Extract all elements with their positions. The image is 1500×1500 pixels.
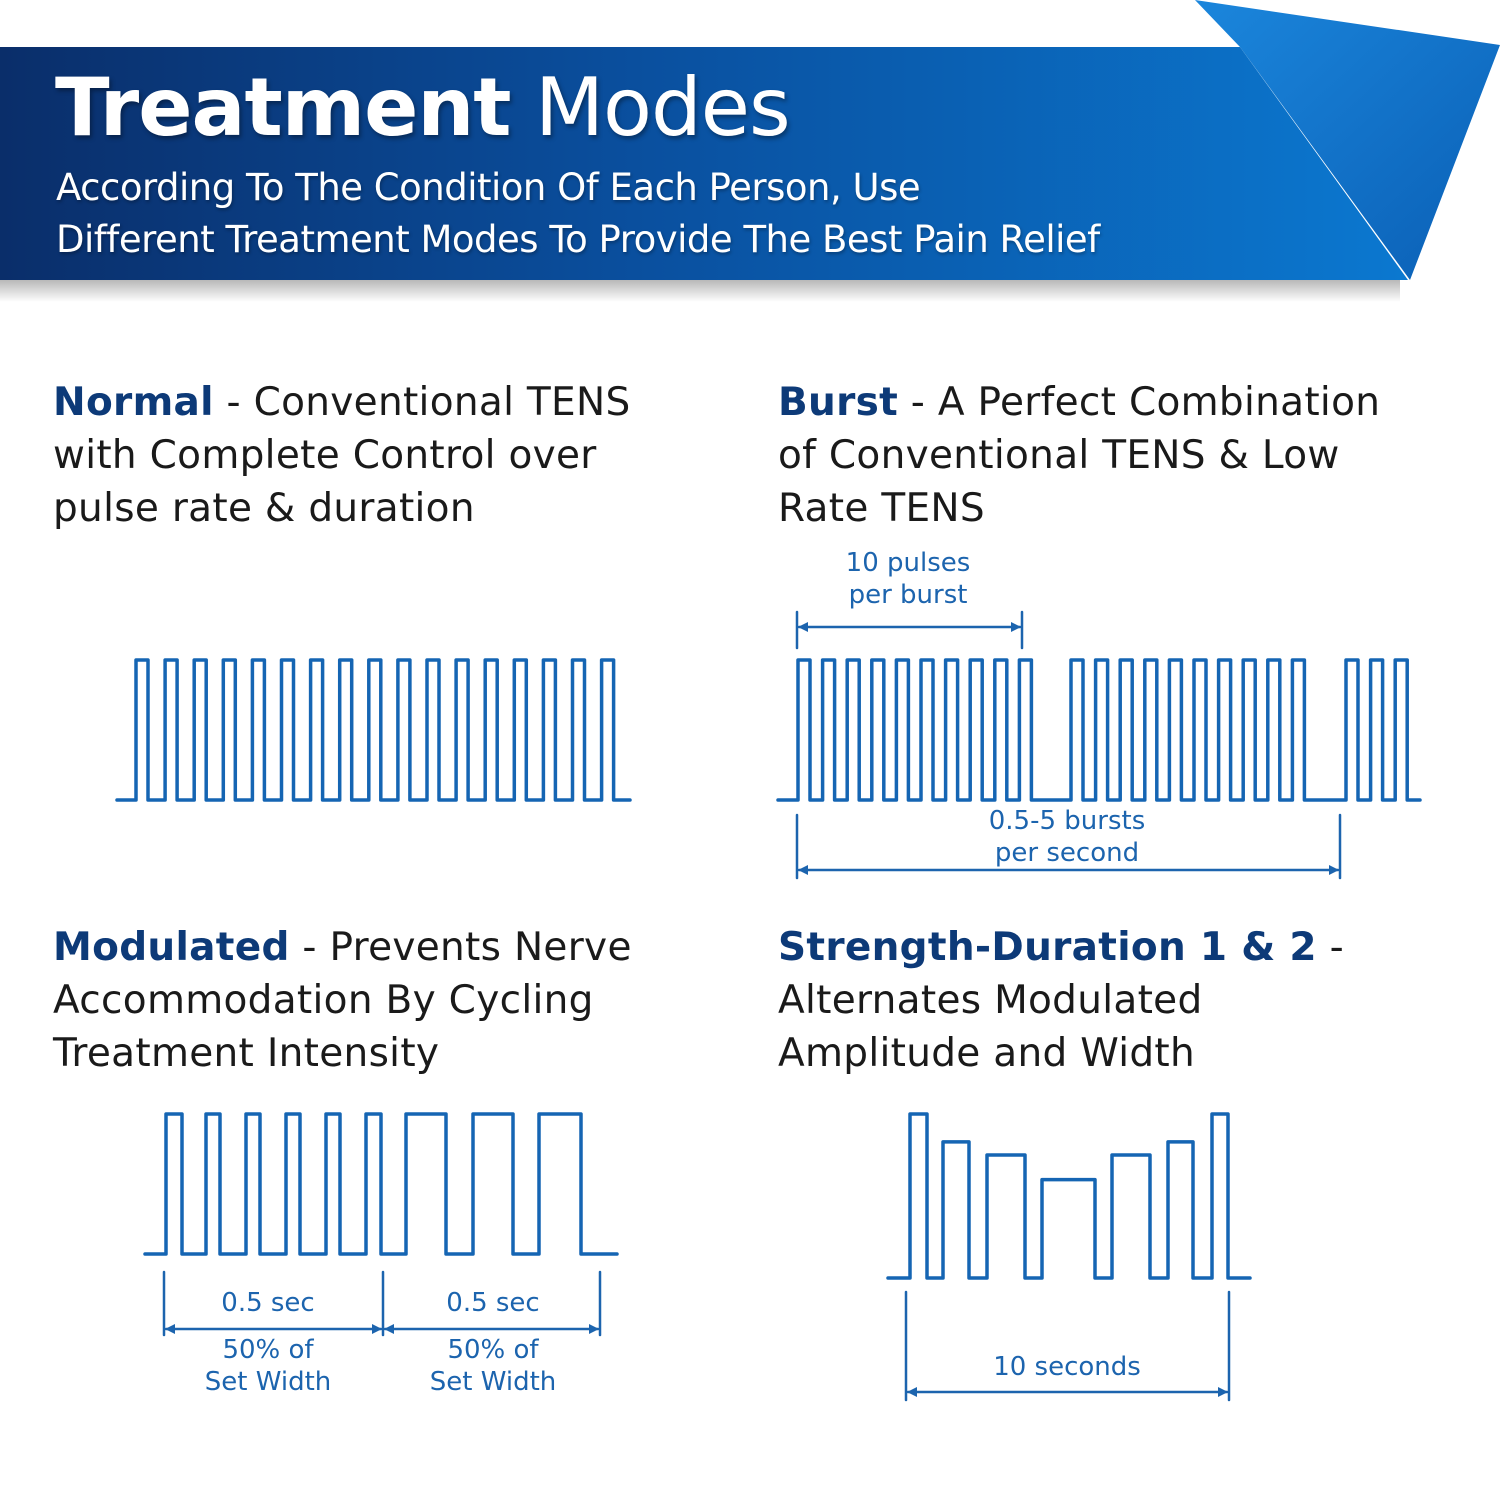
mode-name: Burst: [778, 380, 899, 425]
strength-duration-label: 10 seconds: [993, 1352, 1141, 1382]
banner-band: [0, 47, 1408, 280]
header-banner: [0, 0, 1500, 302]
modulated-time-label-2: 0.5 sec: [446, 1288, 540, 1318]
modulated-time-label-1: 0.5 sec: [221, 1288, 315, 1318]
strength-duration-waveform: [886, 1112, 1252, 1280]
mode-name: Strength-Duration 1 & 2: [778, 925, 1317, 970]
section-normal: Normal - Conventional TENS with Complete…: [53, 380, 631, 531]
subtitle-line-1: According To The Condition Of Each Perso…: [56, 166, 921, 209]
modulated-width-label-2: 50% of Set Width: [429, 1335, 557, 1397]
modulated-waveform: [143, 1112, 619, 1256]
normal-waveform: [115, 658, 632, 802]
mode-name: Modulated: [53, 925, 290, 970]
banner-fold: [1195, 0, 1500, 280]
waveform-line: [776, 658, 1422, 802]
burst-pulses-label: 10 pulses per burst: [845, 548, 971, 610]
dimension-lines: [162, 610, 1342, 1402]
section-modulated: Modulated - Prevents Nerve Accommodation…: [53, 925, 632, 1076]
banner-shadow: [0, 280, 1400, 302]
burst-waveform: [776, 658, 1422, 802]
modulated-width-label-1: 50% of Set Width: [204, 1335, 332, 1397]
burst-rate-label: 0.5-5 bursts per second: [988, 806, 1146, 868]
mode-name: Normal: [53, 380, 214, 425]
section-burst: Burst - A Perfect Combination of Convent…: [778, 380, 1381, 531]
page-title: Treatment Modes: [55, 61, 791, 154]
waveform-line: [886, 1112, 1252, 1280]
waveform-line: [143, 1112, 619, 1256]
waveform-line: [115, 658, 632, 802]
section-strength-duration: Strength-Duration 1 & 2 - Alternates Mod…: [778, 925, 1344, 1076]
subtitle-line-2: Different Treatment Modes To Provide The…: [56, 218, 1100, 261]
